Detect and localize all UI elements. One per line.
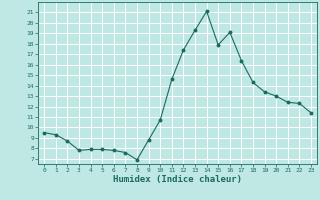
- X-axis label: Humidex (Indice chaleur): Humidex (Indice chaleur): [113, 175, 242, 184]
